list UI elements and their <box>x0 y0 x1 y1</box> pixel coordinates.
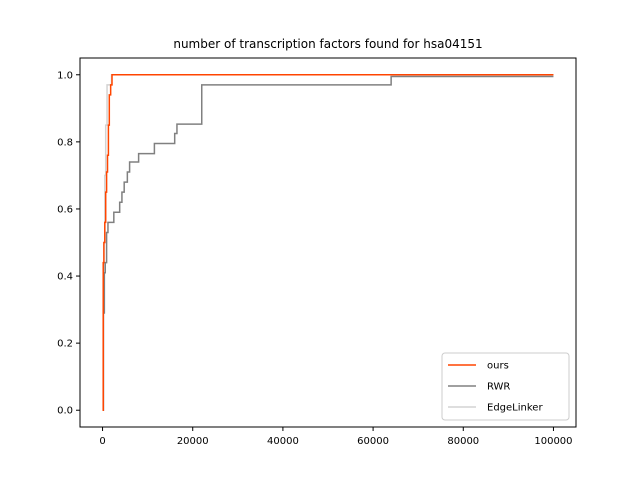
y-axis: 0.0 0.2 0.4 0.6 0.8 1.0 <box>57 70 80 417</box>
x-tick-label: 40000 <box>267 436 299 447</box>
y-tick-label: 0.2 <box>57 339 73 350</box>
x-axis: 0 20000 40000 60000 80000 100000 <box>99 427 573 447</box>
x-tick-label: 80000 <box>447 436 479 447</box>
y-tick-label: 0.6 <box>57 204 73 215</box>
series-line-ours <box>102 74 554 411</box>
legend-box <box>441 352 570 421</box>
x-tick-label: 60000 <box>357 436 389 447</box>
chart-title: number of transcription factors found fo… <box>173 37 482 51</box>
x-tick-label: 20000 <box>177 436 209 447</box>
series-layer <box>102 74 554 411</box>
legend-label-rwr: RWR <box>487 382 510 393</box>
y-tick-label: 0.8 <box>57 137 73 148</box>
series-line-rwr <box>102 75 554 411</box>
y-tick-label: 1.0 <box>57 70 73 81</box>
legend: ours RWR EdgeLinker <box>441 352 570 421</box>
plot-frame <box>79 57 577 428</box>
y-tick-label: 0.0 <box>57 406 73 417</box>
y-tick-label: 0.4 <box>57 272 73 283</box>
legend-label-ours: ours <box>487 361 509 372</box>
x-tick-label: 0 <box>99 436 105 447</box>
legend-label-edgelinker: EdgeLinker <box>487 403 543 414</box>
x-tick-label: 100000 <box>534 436 572 447</box>
